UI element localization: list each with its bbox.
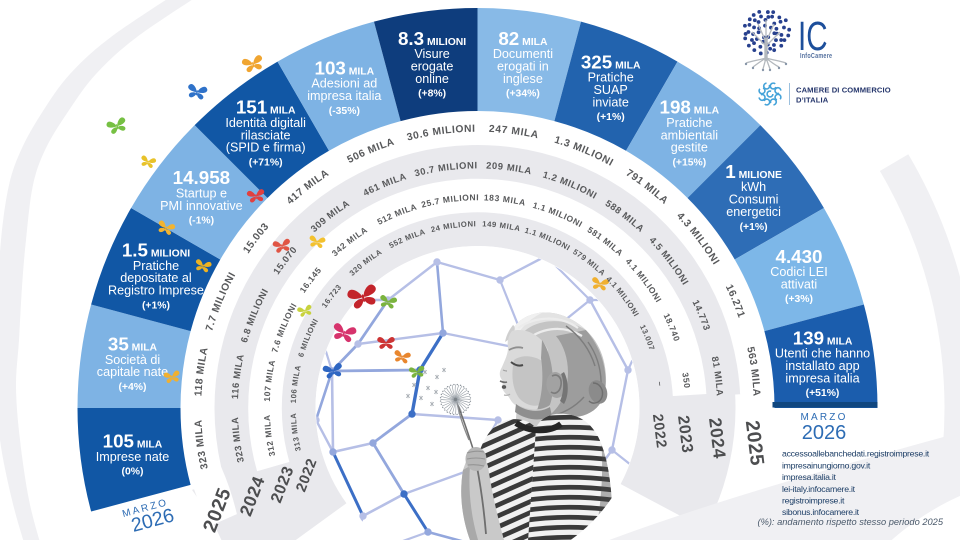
svg-text:14.958: 14.958 <box>173 167 230 188</box>
svg-text:Documenti: Documenti <box>493 47 553 61</box>
svg-text:Consumi: Consumi <box>729 193 779 207</box>
svg-text:impresainungiorno.gov.it: impresainungiorno.gov.it <box>782 460 871 470</box>
svg-text:impresa.italia.it: impresa.italia.it <box>782 472 837 482</box>
svg-text:depositate al: depositate al <box>120 271 191 285</box>
svg-text:impresa italia: impresa italia <box>307 89 381 103</box>
svg-text:(+4%): (+4%) <box>118 382 146 393</box>
svg-text:Identità digitali: Identità digitali <box>225 116 306 130</box>
svg-text:D’ITALIA: D’ITALIA <box>796 96 829 105</box>
svg-text:(+1%): (+1%) <box>597 112 625 123</box>
svg-text:erogati in: erogati in <box>497 59 549 73</box>
svg-text:(+15%): (+15%) <box>672 158 706 169</box>
svg-text:(+8%): (+8%) <box>418 89 446 100</box>
svg-text:(%): andamento rispetto stesso: (%): andamento rispetto stesso periodo 2… <box>757 517 943 527</box>
svg-text:(+3%): (+3%) <box>785 294 813 305</box>
svg-text:rilasciate: rilasciate <box>241 128 291 142</box>
svg-text:(+34%): (+34%) <box>506 89 540 100</box>
svg-text:registroimprese.it: registroimprese.it <box>782 496 845 506</box>
svg-text:lei-italy.infocamere.it: lei-italy.infocamere.it <box>782 484 856 494</box>
svg-text:online: online <box>415 72 449 86</box>
svg-text:(+1%): (+1%) <box>740 222 768 233</box>
svg-text:sibonus.infocamere.it: sibonus.infocamere.it <box>782 507 860 517</box>
svg-text:Società di: Società di <box>105 353 160 367</box>
svg-text:erogate: erogate <box>411 59 454 73</box>
svg-text:(-1%): (-1%) <box>189 216 214 227</box>
svg-text:ambientali: ambientali <box>661 128 718 142</box>
svg-text:accessoallebanchedati.registro: accessoallebanchedati.registroimprese.it <box>782 449 930 459</box>
svg-text:2024: 2024 <box>705 417 730 460</box>
svg-text:Startup e: Startup e <box>176 186 227 200</box>
svg-text:Visure: Visure <box>414 47 449 61</box>
svg-text:Imprese nate: Imprese nate <box>96 450 170 464</box>
svg-text:(+51%): (+51%) <box>806 388 840 399</box>
svg-text:InfoCamere: InfoCamere <box>800 52 833 60</box>
svg-text:MARZO: MARZO <box>800 412 847 423</box>
svg-text:Registro Imprese: Registro Imprese <box>108 284 204 298</box>
svg-text:350: 350 <box>680 372 692 389</box>
svg-text:(+71%): (+71%) <box>249 158 283 169</box>
svg-text:inglese: inglese <box>503 72 543 86</box>
svg-text:Pratiche: Pratiche <box>588 70 634 84</box>
svg-text:Adesioni ad: Adesioni ad <box>311 77 377 91</box>
svg-text:attivati: attivati <box>781 277 817 291</box>
svg-text:kWh: kWh <box>741 180 766 194</box>
svg-text:–: – <box>655 381 665 387</box>
svg-text:Pratiche: Pratiche <box>666 116 712 130</box>
svg-text:(0%): (0%) <box>122 467 144 478</box>
svg-text:4.430: 4.430 <box>776 246 823 267</box>
svg-text:energetici: energetici <box>726 205 781 219</box>
svg-text:installato app: installato app <box>785 359 859 373</box>
svg-text:Utenti che hanno: Utenti che hanno <box>775 347 870 361</box>
svg-text:SUAP: SUAP <box>594 83 628 97</box>
svg-text:2026: 2026 <box>802 422 847 444</box>
svg-text:gestite: gestite <box>671 141 708 155</box>
svg-text:2023: 2023 <box>674 415 696 455</box>
svg-text:capitale nate: capitale nate <box>97 365 168 379</box>
svg-text:Pratiche: Pratiche <box>133 259 179 273</box>
svg-text:Codici LEI: Codici LEI <box>770 265 827 279</box>
svg-text:IC: IC <box>798 13 828 59</box>
svg-text:PMI innovative: PMI innovative <box>160 199 243 213</box>
svg-text:2022: 2022 <box>649 413 669 449</box>
svg-text:inviate: inviate <box>592 95 628 109</box>
svg-text:impresa italia: impresa italia <box>785 371 859 385</box>
svg-text:CAMERE DI COMMERCIO: CAMERE DI COMMERCIO <box>796 86 891 95</box>
svg-text:(+1%): (+1%) <box>142 300 170 311</box>
svg-text:(SPID e firma): (SPID e firma) <box>226 141 306 155</box>
svg-text:(-35%): (-35%) <box>329 106 360 117</box>
